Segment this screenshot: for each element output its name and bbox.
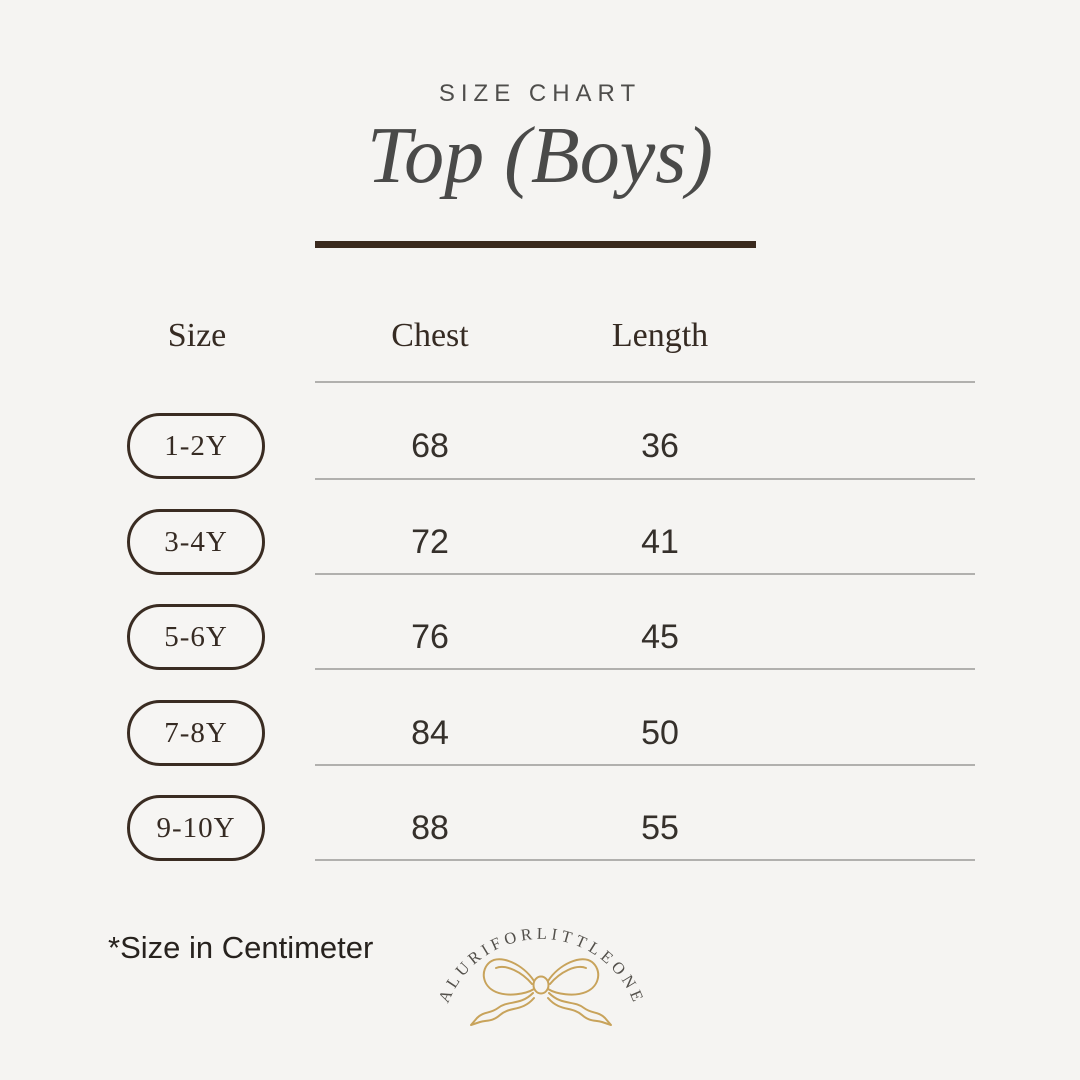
table-row: 9-10Y 88 55 <box>0 795 1080 861</box>
eyebrow-label: SIZE CHART <box>438 80 642 107</box>
length-value: 41 <box>641 523 679 561</box>
separator-line <box>315 668 975 670</box>
length-value: 45 <box>641 618 679 656</box>
table-row: 3-4Y 72 41 <box>0 509 1080 575</box>
separator-line <box>315 859 975 861</box>
size-badge-label: 5-6Y <box>164 620 228 653</box>
length-value: 55 <box>641 809 679 847</box>
size-badge: 7-8Y <box>127 700 265 766</box>
size-badge: 9-10Y <box>127 795 265 861</box>
chest-value: 68 <box>411 427 449 465</box>
size-badge-label: 3-4Y <box>164 525 228 558</box>
table-row: 5-6Y 76 45 <box>0 604 1080 670</box>
column-header-size: Size <box>167 317 227 354</box>
size-badge-label: 9-10Y <box>156 811 236 844</box>
separator-line <box>315 573 975 575</box>
length-value: 50 <box>641 714 679 752</box>
size-badge: 3-4Y <box>127 509 265 575</box>
column-header-length: Length <box>611 317 709 354</box>
size-badge-label: 7-8Y <box>164 716 228 749</box>
separator-line <box>315 381 975 383</box>
page-title: Top (Boys) <box>367 112 713 200</box>
size-badge: 5-6Y <box>127 604 265 670</box>
size-badge: 1-2Y <box>127 413 265 479</box>
chest-value: 88 <box>411 809 449 847</box>
title-underline <box>315 241 756 248</box>
chest-value: 84 <box>411 714 449 752</box>
separator-line <box>315 478 975 480</box>
column-header-chest: Chest <box>391 317 469 354</box>
table-row: 7-8Y 84 50 <box>0 700 1080 766</box>
chest-value: 76 <box>411 618 449 656</box>
chest-value: 72 <box>411 523 449 561</box>
brand-logo: NALURIFORLITTLEONES <box>430 908 645 1026</box>
table-row: 1-2Y 68 36 <box>0 413 1080 479</box>
unit-footnote: *Size in Centimeter <box>108 930 374 965</box>
bow-icon <box>470 958 612 1026</box>
length-value: 36 <box>641 427 679 465</box>
separator-line <box>315 764 975 766</box>
size-badge-label: 1-2Y <box>164 429 228 462</box>
